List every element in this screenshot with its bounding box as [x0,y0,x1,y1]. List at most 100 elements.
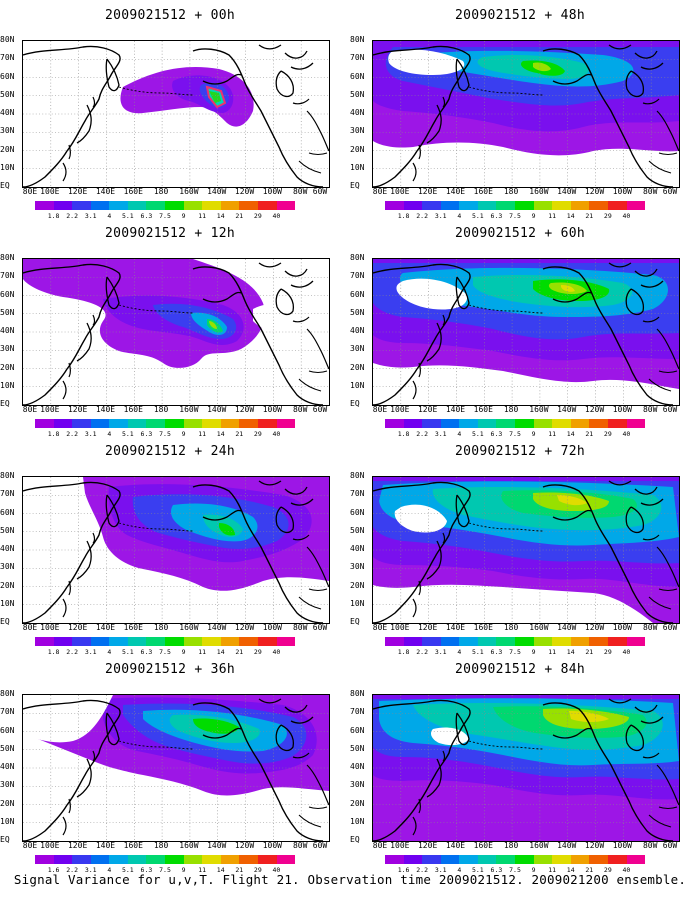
colorbar-label: 11 [548,866,557,874]
colorbar-label: 3.1 [84,648,97,656]
latitude-label: 50N [0,525,15,535]
longitude-label: 80W [642,841,658,850]
colorbar-swatch [127,201,147,210]
longitude-label: 160E [473,187,493,196]
colorbar-swatch [589,637,608,646]
colorbar-label: 14 [566,648,575,656]
colorbar-swatch [202,855,221,864]
colorbar-label: 7.5 [509,212,521,220]
longitude-label: 120E [417,187,438,196]
colorbar-swatch [533,637,553,646]
latitude-label: 20N [350,580,365,590]
longitude-label: 80W [292,405,308,414]
colorbar [35,419,296,428]
colorbar-swatch [239,419,258,428]
colorbar-swatch [385,419,404,428]
colorbar-swatch [477,419,497,428]
longitude-labels: 80E 100E 120E 140E 160E 180 160W 140W 120W 100W 80… [372,623,680,633]
colorbar-label: 14 [566,430,575,438]
colorbar-label: 21 [585,648,594,656]
colorbar-swatch [515,855,534,864]
longitude-label: 160E [123,623,143,632]
colorbar-label: 7.5 [159,212,171,220]
colorbar-label: 29 [603,430,612,438]
longitude-label: 60W [662,623,678,632]
colorbar-label: 6.3 [490,212,503,220]
colorbar-labels: 1.8 2.2 3.1 4 5.1 6.3 7.5 9 11 14 21 29 40 [385,212,645,220]
latitude-label: 20N [350,798,365,808]
panel-48h: 2009021512 + 48h 80N 70N 60N 50N 40N 30N 20N 10… [350,8,690,223]
variance-map [22,476,330,624]
longitude-label: 60W [662,405,678,414]
colorbar-label: 5.1 [121,648,134,656]
longitude-label: 160E [123,841,143,850]
longitude-label: 140E [445,623,466,632]
longitude-label: 160W [529,187,549,196]
colorbar-label: 14 [216,212,225,220]
panel-72h: 2009021512 + 72h 80N 70N 60N 50N 40N 30N 20N 10… [350,444,690,659]
colorbar-swatch [257,419,277,428]
panel-60h: 2009021512 + 60h 80N 70N 60N 50N 40N 30N 20N 10… [350,226,690,441]
colorbar [385,419,646,428]
latitude-labels: 80N 70N 60N 50N 40N 30N 20N 10N EQ [0,36,22,190]
longitude-label: 100W [262,187,282,196]
longitude-labels: 80E 100E 120E 140E 160E 180 160W 140W 120W 100W 80… [372,405,680,415]
colorbar-label: 3.1 [434,866,447,874]
latitude-label: 80N [0,253,15,262]
longitude-label: 100E [40,623,60,632]
latitude-label: 80N [0,471,15,480]
longitude-label: 180 [503,187,519,196]
colorbar-swatch [496,637,516,646]
longitude-label: 120E [417,405,438,414]
colorbar [385,201,646,210]
colorbar-swatch [53,419,73,428]
colorbar-label: 5.1 [471,430,484,438]
longitude-label: 60W [662,187,678,196]
panel-title: 2009021512 + 36h [104,662,236,677]
colorbar-swatch [220,637,240,646]
longitude-label: 80E [22,187,38,196]
longitude-labels: 80E 100E 120E 140E 160E 180 160W 140W 120W 100W 80… [22,623,330,633]
colorbar-label: 2.2 [416,866,429,874]
colorbar-label: 21 [235,430,244,438]
colorbar-swatch [127,637,147,646]
latitude-label: EQ [350,617,360,626]
colorbar-swatch [72,201,91,210]
colorbar-label: 4 [457,430,462,438]
colorbar-swatch [440,419,460,428]
latitude-label: 30N [0,126,15,136]
colorbar-swatch [239,855,258,864]
latitude-label: 80N [350,471,365,480]
colorbar-swatch [626,201,646,210]
colorbar-label: 1.6 [397,866,410,874]
colorbar-swatch [276,419,296,428]
colorbar-label: 2.2 [66,866,79,874]
colorbar-swatch [477,201,497,210]
latitude-label: 40N [350,108,365,117]
colorbar [35,201,296,210]
colorbar-label: 6.3 [140,430,153,438]
colorbar-swatch [146,419,166,428]
colorbar-label: 11 [198,430,207,438]
longitude-label: 180 [503,405,519,414]
colorbar-label: 40 [272,866,281,874]
colorbar-label: 5.1 [471,648,484,656]
colorbar-label: 9 [531,648,536,656]
colorbar-swatch [35,201,54,210]
longitude-label: 140E [445,187,466,196]
colorbar-label: 11 [548,430,557,438]
colorbar-labels: 1.8 2.2 3.1 4 5.1 6.3 7.5 9 11 14 21 29 40 [385,648,645,656]
latitude-label: 70N [350,271,365,281]
colorbar-swatch [533,419,553,428]
variance-map [372,476,680,624]
colorbar-swatch [165,201,184,210]
longitude-label: 120E [67,405,88,414]
colorbar-label: 1.8 [397,430,410,438]
colorbar-label: 4 [107,430,112,438]
colorbar-label: 2.2 [416,212,429,220]
longitude-label: 160E [473,623,493,632]
latitude-label: 20N [350,144,365,154]
longitude-label: 160W [179,405,199,414]
latitude-label: 80N [350,689,365,698]
colorbar-swatch [127,855,147,864]
